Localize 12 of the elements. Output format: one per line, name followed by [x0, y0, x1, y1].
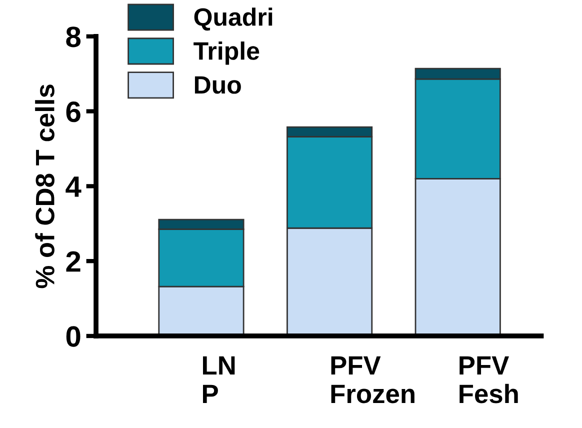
y-tick-label: 6 — [66, 101, 80, 122]
legend-label: Duo — [194, 76, 241, 94]
y-tick-label: 2 — [66, 251, 80, 272]
y-tick-label: 8 — [66, 26, 81, 48]
y-tick-label: 4 — [66, 176, 82, 197]
x-tick-label: PFV Frozen — [331, 356, 414, 404]
y-axis-title: % of CD8 T cells — [35, 84, 54, 288]
x-tick-label: PFV Fesh — [460, 356, 518, 404]
y-tick-label: 0 — [66, 326, 80, 347]
x-tick-label: LN P — [203, 356, 235, 403]
legend-label: Quadri — [194, 8, 272, 31]
legend-label: Triple — [194, 42, 260, 65]
